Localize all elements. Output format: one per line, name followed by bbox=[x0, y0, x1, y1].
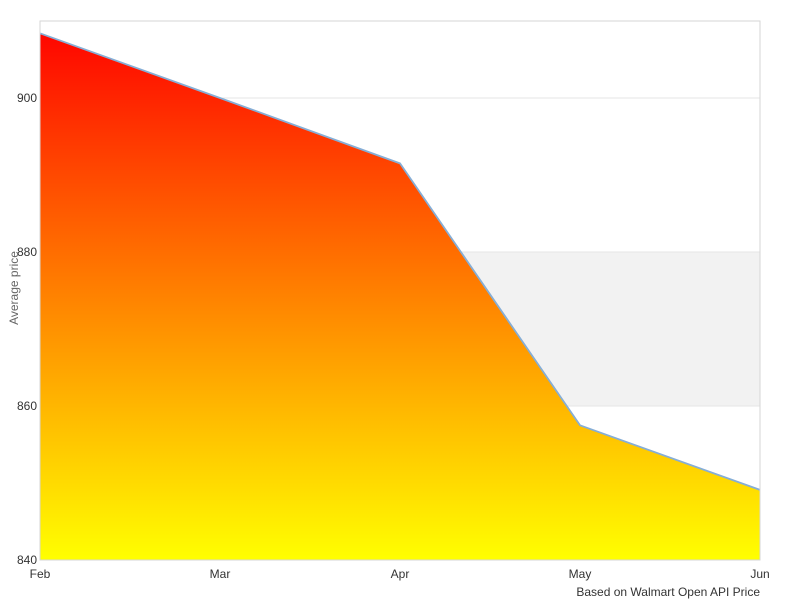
x-tick-label: Jun bbox=[750, 567, 769, 581]
y-tick-label: 900 bbox=[17, 91, 37, 105]
y-tick-label: 840 bbox=[17, 553, 37, 567]
x-tick-label: May bbox=[569, 567, 592, 581]
x-tick-label: Mar bbox=[210, 567, 231, 581]
x-tick-label: Apr bbox=[391, 567, 410, 581]
chart-caption: Based on Walmart Open API Price bbox=[576, 585, 760, 599]
x-tick-label: Feb bbox=[30, 567, 51, 581]
plot-border bbox=[39, 20, 761, 561]
y-axis-title: Average price bbox=[7, 251, 21, 325]
series-line bbox=[39, 32, 761, 491]
y-tick-label: 880 bbox=[17, 245, 37, 259]
y-tick-label: 860 bbox=[17, 399, 37, 413]
area-fill bbox=[40, 33, 760, 561]
